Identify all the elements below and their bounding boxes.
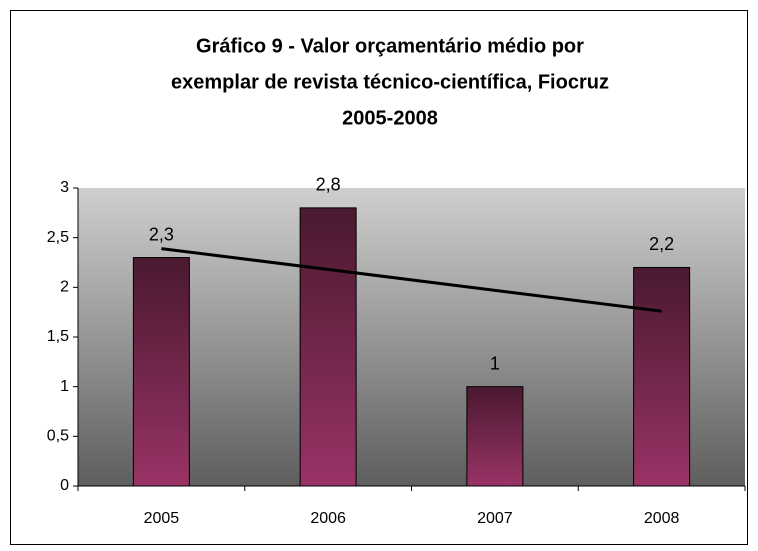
value-label: 1 [490,353,500,373]
chart-title: 2005-2008 [342,107,438,129]
value-label: 2,8 [316,175,341,195]
bar [633,266,691,487]
y-tick-label: 1 [60,378,69,395]
chart-title: Gráfico 9 - Valor orçamentário médio por [196,35,584,57]
bar [132,257,190,487]
x-tick-label: 2006 [310,510,346,527]
trendline [161,247,662,313]
x-tick-label: 2008 [644,510,680,527]
chart-title: exemplar de revista técnico-científica, … [171,71,609,93]
value-label: 2,3 [149,224,174,244]
bar [466,386,524,487]
y-tick-label: 0 [60,477,69,494]
y-tick-label: 3 [60,179,69,196]
x-tick-label: 2007 [477,510,513,527]
y-tick-label: 2 [60,279,69,296]
x-tick-label: 2005 [144,510,180,527]
y-tick-label: 2,5 [47,229,69,246]
value-label: 2,2 [649,234,674,254]
y-tick-label: 0,5 [47,428,69,445]
bar [299,207,357,487]
y-tick-label: 1,5 [47,328,69,345]
